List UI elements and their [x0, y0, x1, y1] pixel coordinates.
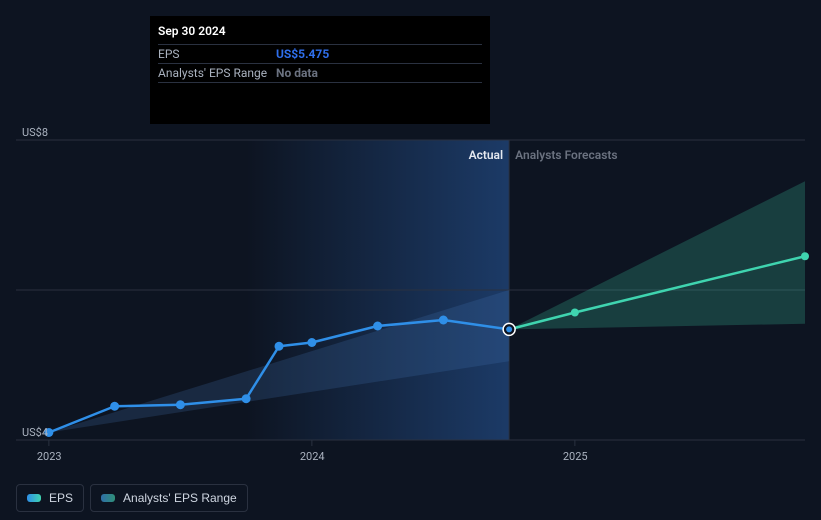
- legend-swatch-icon: [27, 494, 41, 502]
- tooltip-row-value: US$5.475: [276, 47, 329, 61]
- y-axis-label: US$8: [22, 126, 48, 139]
- x-axis-label: 2025: [563, 450, 588, 463]
- legend-item-eps[interactable]: EPS: [16, 484, 84, 512]
- tooltip-row-label: Analysts' EPS Range: [158, 66, 276, 80]
- tooltip-row-label: EPS: [158, 47, 276, 61]
- section-label-actual: Actual: [469, 148, 504, 162]
- legend-swatch-icon: [101, 494, 115, 502]
- y-axis-label: US$4: [22, 426, 48, 439]
- chart-legend: EPS Analysts' EPS Range: [16, 484, 248, 512]
- legend-item-label: EPS: [49, 491, 73, 505]
- legend-item-eps-range[interactable]: Analysts' EPS Range: [90, 484, 248, 512]
- tooltip-row-value: No data: [276, 66, 318, 80]
- tooltip-row: Analysts' EPS Range No data: [158, 63, 482, 82]
- x-axis-label: 2023: [37, 450, 62, 463]
- chart-tooltip: Sep 30 2024 EPS US$5.475 Analysts' EPS R…: [150, 16, 490, 124]
- x-axis-label: 2024: [300, 450, 325, 463]
- tooltip-row: EPS US$5.475: [158, 44, 482, 63]
- legend-item-label: Analysts' EPS Range: [123, 491, 237, 505]
- eps-chart-container: Sep 30 2024 EPS US$5.475 Analysts' EPS R…: [0, 0, 821, 520]
- tooltip-date: Sep 30 2024: [158, 20, 482, 44]
- tooltip-divider: [158, 82, 482, 116]
- section-label-forecast: Analysts Forecasts: [515, 148, 617, 162]
